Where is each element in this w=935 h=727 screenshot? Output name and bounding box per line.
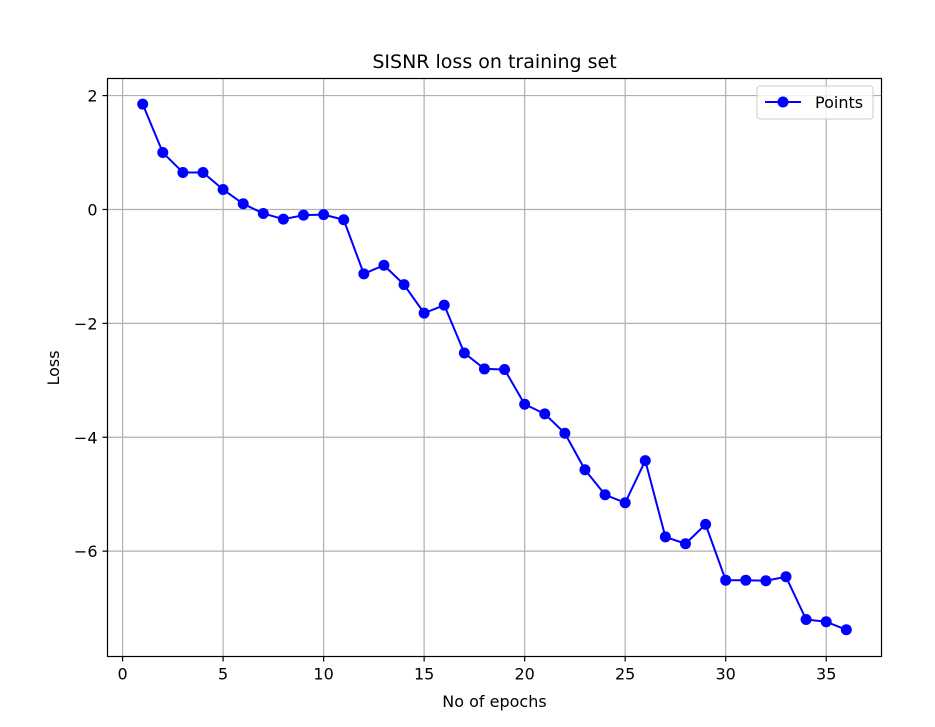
x-tick-label: 35 (816, 665, 836, 684)
grid (107, 78, 882, 657)
y-tick-label: 0 (87, 200, 97, 219)
y-tick-label: −2 (74, 314, 98, 333)
data-point (840, 624, 852, 636)
plot-area (107, 78, 882, 657)
data-point (659, 531, 671, 543)
data-point (679, 538, 691, 550)
data-point (559, 427, 571, 439)
legend-label: Points (815, 93, 863, 112)
data-point (639, 455, 651, 467)
chart-title: SISNR loss on training set (372, 51, 616, 73)
data-point (318, 209, 330, 221)
data-point (257, 207, 269, 219)
x-tick-label: 30 (716, 665, 736, 684)
data-point (458, 347, 470, 359)
data-point (177, 166, 189, 178)
x-axis-label: No of epochs (442, 692, 546, 711)
data-point (338, 214, 350, 226)
x-tick-label: 15 (414, 665, 434, 684)
data-point (740, 574, 752, 586)
data-point (820, 616, 832, 628)
x-tick-label: 25 (615, 665, 635, 684)
data-point (217, 184, 229, 196)
y-axis-ticks: 2 0 −2 −4 −6 (74, 87, 108, 561)
data-point (780, 571, 792, 583)
x-tick-label: 20 (514, 665, 534, 684)
data-point (237, 198, 249, 210)
data-point (619, 497, 631, 509)
data-point (579, 464, 591, 476)
x-tick-label: 10 (313, 665, 333, 684)
data-point (137, 98, 149, 110)
legend-box (756, 85, 874, 120)
plot-frame (106, 77, 883, 658)
data-point (800, 613, 812, 625)
data-point (157, 147, 169, 159)
data-point (599, 489, 611, 501)
data-point (760, 575, 772, 587)
x-tick-label: 0 (117, 665, 127, 684)
y-tick-label: 2 (87, 87, 97, 106)
legend-marker-sample (777, 96, 789, 108)
y-axis-label: Loss (44, 350, 63, 385)
data-point (197, 166, 209, 178)
data-point (539, 408, 551, 420)
data-point (277, 213, 289, 225)
data-point (720, 574, 732, 586)
data-point (478, 363, 490, 375)
data-point (499, 363, 511, 375)
data-point (378, 259, 390, 271)
data-point (519, 398, 531, 410)
data-point (358, 268, 370, 280)
x-axis-ticks: 0 5 10 15 20 25 30 35 (117, 656, 836, 684)
data-point (438, 299, 450, 311)
y-tick-label: −6 (74, 542, 98, 561)
data-point (298, 209, 310, 221)
data-point (418, 307, 430, 319)
series-layer (137, 98, 852, 636)
data-point (700, 518, 712, 530)
legend: Points (756, 85, 874, 120)
data-point (398, 279, 410, 291)
x-tick-label: 5 (218, 665, 228, 684)
y-tick-label: −4 (74, 428, 98, 447)
